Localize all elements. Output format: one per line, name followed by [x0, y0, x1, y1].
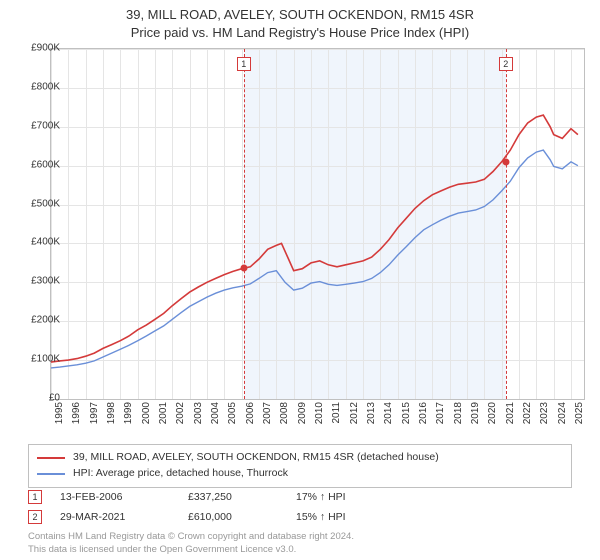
legend-item: 39, MILL ROAD, AVELEY, SOUTH OCKENDON, R… — [37, 450, 563, 466]
y-tick-label: £700K — [15, 120, 60, 131]
event-marker-box: 1 — [237, 57, 251, 71]
legend-box: 39, MILL ROAD, AVELEY, SOUTH OCKENDON, R… — [28, 444, 572, 488]
footer-attribution: Contains HM Land Registry data © Crown c… — [28, 531, 354, 556]
chart-plot-area: 12 — [50, 48, 585, 400]
title-line2: Price paid vs. HM Land Registry's House … — [0, 24, 600, 42]
trade-price: £337,250 — [188, 491, 278, 503]
x-tick-label: 2025 — [574, 402, 585, 432]
trade-date: 29-MAR-2021 — [60, 511, 170, 523]
x-tick-label: 2017 — [435, 402, 446, 432]
footer-line2: This data is licensed under the Open Gov… — [28, 544, 354, 556]
x-tick-label: 2014 — [383, 402, 394, 432]
x-tick-label: 2007 — [262, 402, 273, 432]
y-tick-label: £900K — [15, 43, 60, 54]
y-tick-label: £200K — [15, 315, 60, 326]
legend-swatch — [37, 473, 65, 475]
event-marker-box: 2 — [499, 57, 513, 71]
x-tick-label: 2022 — [522, 402, 533, 432]
x-tick-label: 1999 — [123, 402, 134, 432]
x-tick-label: 2012 — [349, 402, 360, 432]
footer-line1: Contains HM Land Registry data © Crown c… — [28, 531, 354, 543]
trade-marker-box: 2 — [28, 510, 42, 524]
legend-label: HPI: Average price, detached house, Thur… — [73, 466, 288, 482]
y-tick-label: £500K — [15, 198, 60, 209]
x-tick-label: 2001 — [158, 402, 169, 432]
x-tick-label: 2020 — [487, 402, 498, 432]
x-tick-label: 2002 — [175, 402, 186, 432]
x-tick-label: 1997 — [89, 402, 100, 432]
x-tick-label: 2019 — [470, 402, 481, 432]
chart-title: 39, MILL ROAD, AVELEY, SOUTH OCKENDON, R… — [0, 0, 600, 42]
trade-price: £610,000 — [188, 511, 278, 523]
x-tick-label: 2005 — [227, 402, 238, 432]
trade-row: 1 13-FEB-2006 £337,250 17% ↑ HPI — [28, 487, 572, 507]
event-point — [240, 264, 247, 271]
series-line — [51, 115, 578, 362]
x-tick-label: 2008 — [279, 402, 290, 432]
trade-delta: 15% ↑ HPI — [296, 511, 346, 523]
title-line1: 39, MILL ROAD, AVELEY, SOUTH OCKENDON, R… — [0, 6, 600, 24]
x-tick-label: 2003 — [193, 402, 204, 432]
event-point — [502, 158, 509, 165]
x-tick-label: 2018 — [453, 402, 464, 432]
x-tick-label: 1998 — [106, 402, 117, 432]
x-tick-label: 2013 — [366, 402, 377, 432]
legend-item: HPI: Average price, detached house, Thur… — [37, 466, 563, 482]
y-tick-label: £400K — [15, 237, 60, 248]
x-tick-label: 2004 — [210, 402, 221, 432]
y-tick-label: £800K — [15, 81, 60, 92]
x-tick-label: 2016 — [418, 402, 429, 432]
x-tick-label: 1995 — [54, 402, 65, 432]
y-tick-label: £100K — [15, 354, 60, 365]
x-tick-label: 2021 — [505, 402, 516, 432]
trade-marker-box: 1 — [28, 490, 42, 504]
trade-delta: 17% ↑ HPI — [296, 491, 346, 503]
trade-row: 2 29-MAR-2021 £610,000 15% ↑ HPI — [28, 507, 572, 527]
legend-swatch — [37, 457, 65, 459]
x-tick-label: 2024 — [557, 402, 568, 432]
trade-table: 1 13-FEB-2006 £337,250 17% ↑ HPI 2 29-MA… — [28, 487, 572, 527]
legend-label: 39, MILL ROAD, AVELEY, SOUTH OCKENDON, R… — [73, 450, 439, 466]
x-tick-label: 2015 — [401, 402, 412, 432]
x-tick-label: 2011 — [331, 402, 342, 432]
x-tick-label: 2000 — [141, 402, 152, 432]
trade-date: 13-FEB-2006 — [60, 491, 170, 503]
y-tick-label: £300K — [15, 276, 60, 287]
chart-lines — [51, 49, 584, 399]
x-tick-label: 2009 — [297, 402, 308, 432]
x-tick-label: 1996 — [71, 402, 82, 432]
y-tick-label: £600K — [15, 159, 60, 170]
x-tick-label: 2023 — [539, 402, 550, 432]
x-tick-label: 2010 — [314, 402, 325, 432]
x-tick-label: 2006 — [245, 402, 256, 432]
